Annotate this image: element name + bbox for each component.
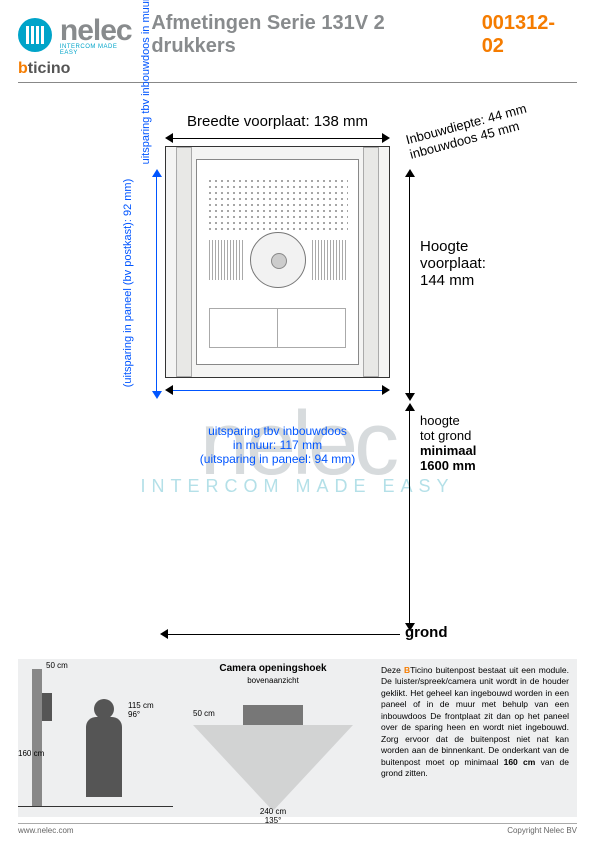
- camera-lens: [250, 232, 306, 288]
- person-body-icon: [86, 717, 122, 797]
- camera-top-icon: [243, 705, 303, 725]
- arrow-faceplate-height: [405, 169, 415, 401]
- dim-faceplate-height: Hoogte voorplaat: 144 mm: [420, 238, 486, 289]
- sub-brand: bticino: [18, 60, 595, 78]
- arrow-ground-height: [405, 403, 415, 631]
- push-buttons: [209, 308, 346, 348]
- arrow-left-height: [152, 169, 162, 399]
- page-title: Afmetingen Serie 131V 2 drukkers: [151, 12, 473, 58]
- dim-115: 115 cm 96°: [128, 701, 154, 719]
- dim-depth: Inbouwdiepte: 44 mm inbouwdoos 45 mm: [404, 86, 586, 162]
- pillar-right: [363, 147, 379, 377]
- wall-icon: [32, 669, 42, 807]
- ground-label: grond: [405, 624, 448, 641]
- dim-160: 160 cm: [18, 749, 44, 758]
- fov-cone: [193, 725, 353, 811]
- mic-grille-left: [209, 240, 243, 280]
- arrow-ground: [160, 628, 400, 640]
- intercom-side-icon: [42, 693, 52, 721]
- speaker-grille: [207, 178, 348, 234]
- mounting-side-view: 50 cm 115 cm 96° 160 cm: [18, 659, 173, 817]
- panel-title: Camera openingshoek: [173, 663, 373, 674]
- footer-copyright: Copyright Nelec BV: [507, 826, 577, 835]
- dim-left-main: uitsparing tbv inbouwdoos in muur: 123 m…: [140, 0, 152, 173]
- header: nelec INTERCOM MADE EASY Afmetingen Seri…: [0, 0, 595, 58]
- dim-width-label: Breedte voorplaat: 138 mm: [165, 113, 390, 130]
- mic-grille-right: [312, 240, 346, 280]
- main-diagram: nelec INTERCOM MADE EASY Breedte voorpla…: [0, 83, 595, 643]
- device-inner: [196, 159, 359, 365]
- logo-icon: [18, 18, 52, 52]
- faceplate: [165, 146, 390, 378]
- brand-block: nelec INTERCOM MADE EASY: [60, 14, 137, 56]
- description-text: Deze BTicino buitenpost bestaat uit een …: [373, 659, 577, 817]
- arrow-width: [165, 132, 390, 144]
- info-panel: 50 cm 115 cm 96° 160 cm Camera openingsh…: [18, 659, 577, 817]
- product-code: 001312-02: [482, 12, 577, 58]
- footer-url: www.nelec.com: [18, 826, 74, 835]
- brand-name: nelec: [60, 14, 137, 48]
- dim-bottom: uitsparing tbv inbouwdoos in muur: 117 m…: [165, 424, 390, 466]
- dim-ground-height: hoogte tot grond minimaal 1600 mm: [420, 413, 476, 473]
- pillar-left: [176, 147, 192, 377]
- dim-left-paren: (uitsparing in paneel (bv postkast): 92 …: [122, 168, 134, 398]
- person-head-icon: [94, 699, 114, 719]
- ground-line: [18, 806, 173, 807]
- arrow-cutout-width: [165, 384, 390, 396]
- camera-fov-view: Camera openingshoek bovenaanzicht 50 cm …: [173, 659, 373, 817]
- device-drawing: Breedte voorplaat: 138 mm uitsparing tbv…: [165, 113, 390, 466]
- footer: www.nelec.com Copyright Nelec BV: [18, 823, 577, 835]
